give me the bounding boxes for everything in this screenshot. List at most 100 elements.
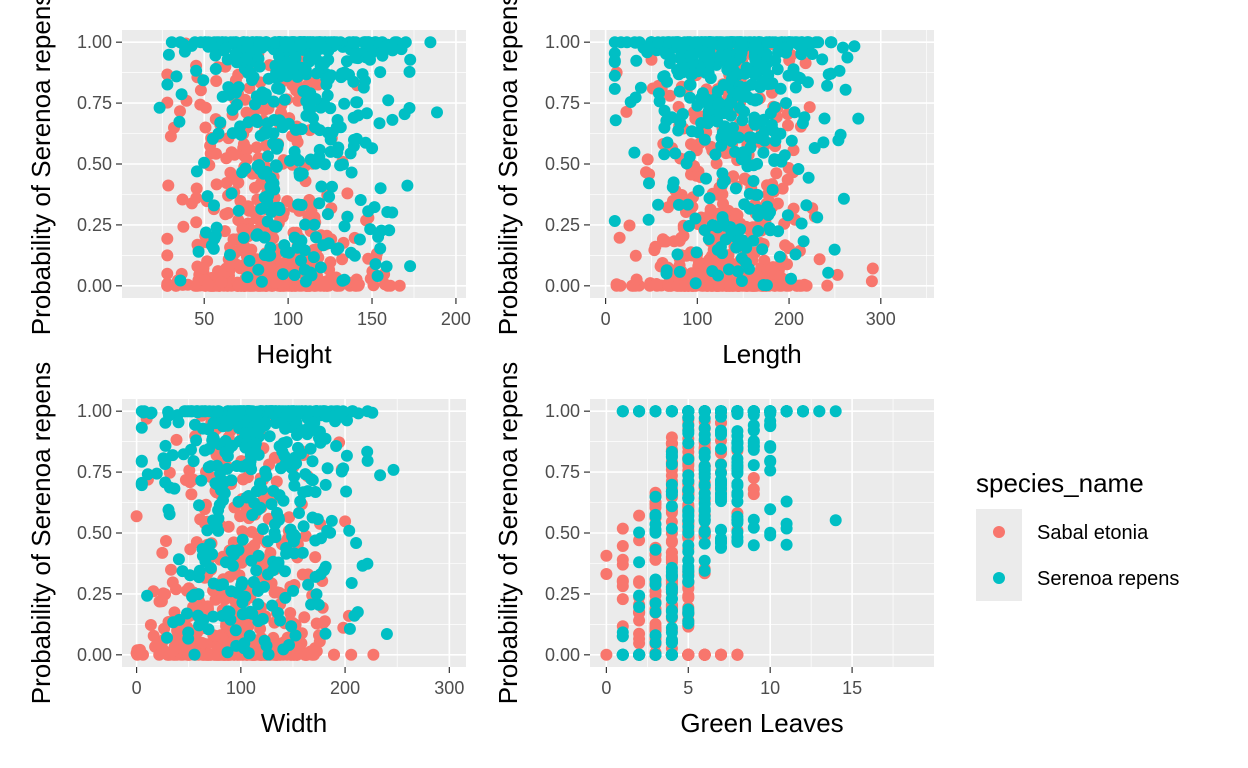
point-serenoa-repens (310, 588, 323, 601)
point-serenoa-repens (347, 36, 360, 49)
point-sabal-etonia (160, 535, 172, 547)
point-sabal-etonia (197, 262, 210, 275)
point-serenoa-repens (210, 221, 223, 234)
point-sabal-etonia (263, 260, 276, 273)
y-tick-label: 0.50 (545, 523, 580, 543)
point-sabal-etonia (147, 629, 160, 642)
point-sabal-etonia (161, 232, 174, 245)
point-serenoa-repens (252, 585, 264, 597)
point-serenoa-repens (727, 121, 739, 134)
point-serenoa-repens (608, 69, 621, 82)
point-serenoa-repens (287, 584, 300, 597)
point-serenoa-repens (321, 524, 334, 537)
point-sabal-etonia (183, 464, 196, 477)
point-serenoa-repens (424, 36, 437, 49)
point-serenoa-repens (739, 81, 752, 94)
point-serenoa-repens (403, 102, 416, 114)
legend-label-serenoa: Serenoa repens (1037, 568, 1179, 590)
point-sabal-etonia (649, 553, 662, 566)
point-serenoa-repens (295, 123, 308, 136)
point-serenoa-repens (682, 425, 695, 437)
point-serenoa-repens (334, 159, 347, 172)
point-serenoa-repens (748, 67, 761, 80)
point-serenoa-repens (749, 37, 762, 49)
panel-2: 0.00 0.25 0.50 0.75 1.00 0 100 200 300 Length Prob… (493, 0, 934, 369)
point-serenoa-repens (294, 36, 307, 49)
point-serenoa-repens (285, 620, 298, 633)
point-sabal-etonia (318, 279, 331, 292)
point-serenoa-repens (289, 530, 302, 543)
point-serenoa-repens (780, 538, 793, 551)
y-tick-label: 1.00 (545, 401, 580, 421)
point-serenoa-repens (208, 199, 220, 212)
y-tick-label: 0.75 (545, 462, 580, 482)
point-serenoa-repens (244, 66, 257, 79)
point-serenoa-repens (161, 631, 173, 644)
x-tick-label: 150 (357, 309, 387, 329)
point-serenoa-repens (361, 454, 374, 467)
point-sabal-etonia (309, 551, 322, 564)
point-serenoa-repens (204, 562, 217, 575)
point-serenoa-repens (308, 218, 321, 231)
point-serenoa-repens (162, 48, 175, 61)
point-serenoa-repens (288, 479, 301, 492)
point-sabal-etonia (306, 648, 319, 661)
point-serenoa-repens (313, 197, 326, 210)
point-serenoa-repens (716, 126, 729, 139)
point-serenoa-repens (836, 41, 849, 54)
point-sabal-etonia (159, 588, 172, 601)
point-sabal-etonia (698, 648, 711, 661)
point-serenoa-repens (250, 564, 263, 577)
point-sabal-etonia (630, 273, 643, 286)
point-serenoa-repens (691, 99, 704, 112)
point-sabal-etonia (163, 466, 176, 479)
point-serenoa-repens (288, 269, 301, 281)
point-serenoa-repens (232, 81, 245, 94)
point-serenoa-repens (338, 97, 351, 110)
point-sabal-etonia (623, 219, 636, 232)
point-serenoa-repens (709, 148, 722, 161)
point-sabal-etonia (190, 192, 203, 204)
point-serenoa-repens (729, 145, 742, 158)
point-sabal-etonia (713, 279, 726, 292)
point-serenoa-repens (188, 36, 201, 49)
point-sabal-etonia (283, 511, 296, 524)
y-tick-label: 1.00 (77, 32, 112, 52)
point-serenoa-repens (294, 495, 307, 508)
point-serenoa-repens (813, 405, 826, 418)
point-serenoa-repens (714, 39, 727, 52)
point-serenoa-repens (698, 422, 711, 435)
point-serenoa-repens (716, 167, 729, 180)
point-serenoa-repens (616, 626, 629, 639)
x-tick-label: 300 (866, 309, 896, 329)
point-sabal-etonia (176, 193, 189, 206)
point-sabal-etonia (616, 553, 629, 566)
point-sabal-etonia (650, 278, 663, 290)
point-sabal-etonia (190, 182, 203, 195)
point-serenoa-repens (193, 499, 205, 512)
point-serenoa-repens (733, 101, 746, 114)
point-serenoa-repens (608, 56, 621, 68)
point-sabal-etonia (215, 276, 228, 289)
point-serenoa-repens (633, 526, 646, 539)
point-serenoa-repens (310, 405, 323, 418)
point-serenoa-repens (686, 68, 699, 80)
point-serenoa-repens (682, 603, 695, 616)
point-serenoa-repens (758, 134, 771, 147)
point-serenoa-repens (226, 103, 239, 116)
point-serenoa-repens (401, 179, 414, 192)
point-serenoa-repens (221, 646, 234, 659)
point-serenoa-repens (200, 226, 212, 239)
point-serenoa-repens (324, 145, 337, 158)
point-serenoa-repens (251, 116, 264, 129)
point-serenoa-repens (652, 198, 665, 211)
point-serenoa-repens (769, 54, 782, 67)
point-sabal-etonia (770, 167, 783, 180)
point-serenoa-repens (633, 405, 646, 418)
point-serenoa-repens (298, 63, 311, 76)
point-serenoa-repens (837, 192, 850, 205)
point-sabal-etonia (633, 637, 646, 650)
y-axis-title: Probability of Serenoa repens (493, 0, 523, 335)
point-serenoa-repens (212, 524, 225, 537)
